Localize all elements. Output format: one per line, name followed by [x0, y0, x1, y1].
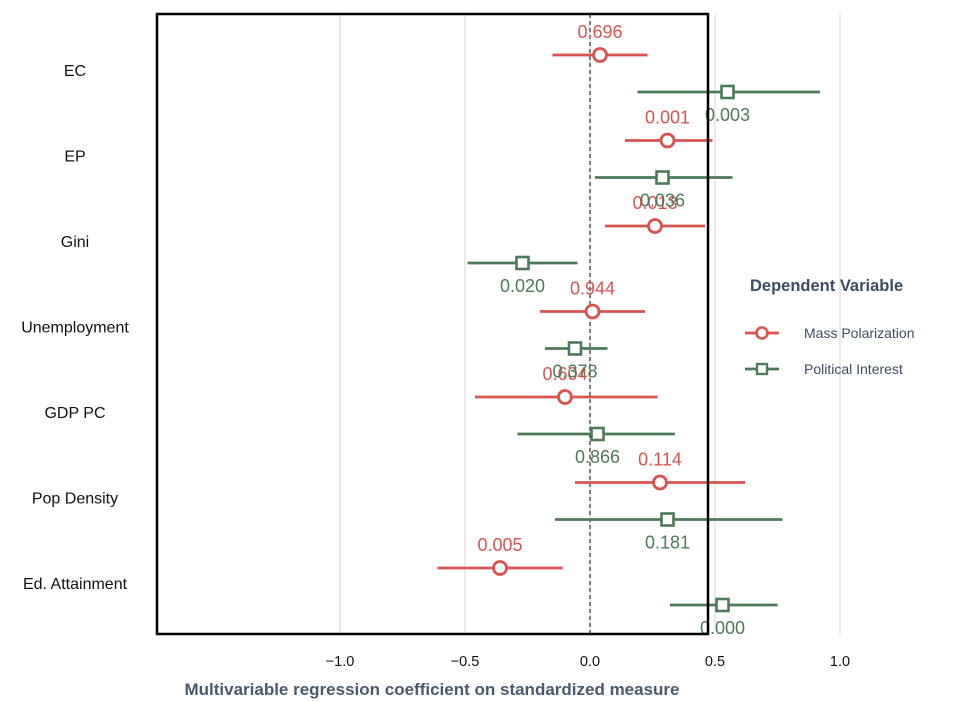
x-tick-label: −1.0: [326, 654, 355, 670]
category-label-unemployment: Unemployment: [21, 320, 129, 337]
legend-item-mass-polarization: Mass Polarization: [745, 325, 915, 341]
x-tick-label: −0.5: [451, 654, 480, 670]
legend-marker: [755, 326, 769, 340]
data-label: 0.604: [542, 364, 587, 384]
series-political-interest: 0.003 0.036 0.020 0.378 0.866 0.181 0.000: [467, 84, 820, 638]
category-label-ec: EC: [64, 63, 86, 80]
x-axis-ticks: −1.0 −0.5 0.0 0.5 1.0: [326, 654, 850, 670]
x-tick-label: 0.5: [705, 654, 725, 670]
legend-label: Political Interest: [804, 361, 903, 377]
point-marker: [590, 426, 605, 442]
legend: Dependent Variable Mass Polarization Polit…: [745, 277, 915, 377]
data-label: 0.020: [500, 276, 545, 296]
data-label: 0.000: [700, 618, 745, 638]
series-marks: 0.6960.0010.0130.9440.6040.1140.0050.003…: [437, 22, 820, 638]
data-label: 0.003: [705, 105, 750, 125]
legend-item-political-interest: Political Interest: [745, 361, 903, 377]
point-marker: [720, 84, 735, 100]
data-label: 0.696: [577, 22, 622, 42]
point-marker: [660, 512, 675, 527]
point-marker: [655, 170, 670, 185]
series-mass-polarization: 0.696 0.001 0.013 0.944 0.604 0.114 0.005: [437, 22, 745, 576]
category-label-ep: EP: [64, 149, 85, 166]
legend-label: Mass Polarization: [804, 325, 915, 341]
point-marker: [592, 47, 608, 63]
category-label-pop-density: Pop Density: [32, 491, 118, 508]
legend-marker: [755, 362, 769, 376]
data-label: 0.036: [640, 191, 685, 211]
x-tick-label: 0.0: [580, 654, 600, 670]
data-label: 0.378: [552, 362, 597, 382]
plot-frame: [155, 12, 710, 636]
data-label: 0.866: [575, 447, 620, 467]
data-label: 0.181: [645, 533, 690, 553]
data-label: 0.114: [638, 450, 682, 470]
point-marker: [557, 389, 573, 405]
category-label-gdp-pc: GDP PC: [44, 405, 105, 422]
point-marker: [567, 341, 583, 356]
point-marker: [652, 474, 668, 491]
point-marker: [715, 597, 730, 613]
data-label: 0.013: [632, 193, 677, 213]
data-label: 0.005: [477, 535, 522, 555]
point-marker: [492, 560, 508, 576]
category-label-gini: Gini: [61, 234, 89, 251]
category-labels: EC EP Gini Unemployment GDP PC Pop Density Ed.…: [21, 63, 129, 593]
x-axis-title: Multivariable regression coefficient on …: [184, 680, 679, 699]
point-marker: [647, 218, 663, 234]
data-label: 0.944: [570, 279, 615, 299]
data-label: 0.001: [645, 108, 690, 128]
x-tick-label: 1.0: [830, 654, 850, 670]
category-label-ed-attainment: Ed. Attainment: [23, 576, 128, 593]
point-marker: [584, 303, 601, 320]
legend-title: Dependent Variable: [750, 277, 903, 295]
point-marker: [659, 132, 676, 149]
point-marker: [515, 255, 530, 271]
